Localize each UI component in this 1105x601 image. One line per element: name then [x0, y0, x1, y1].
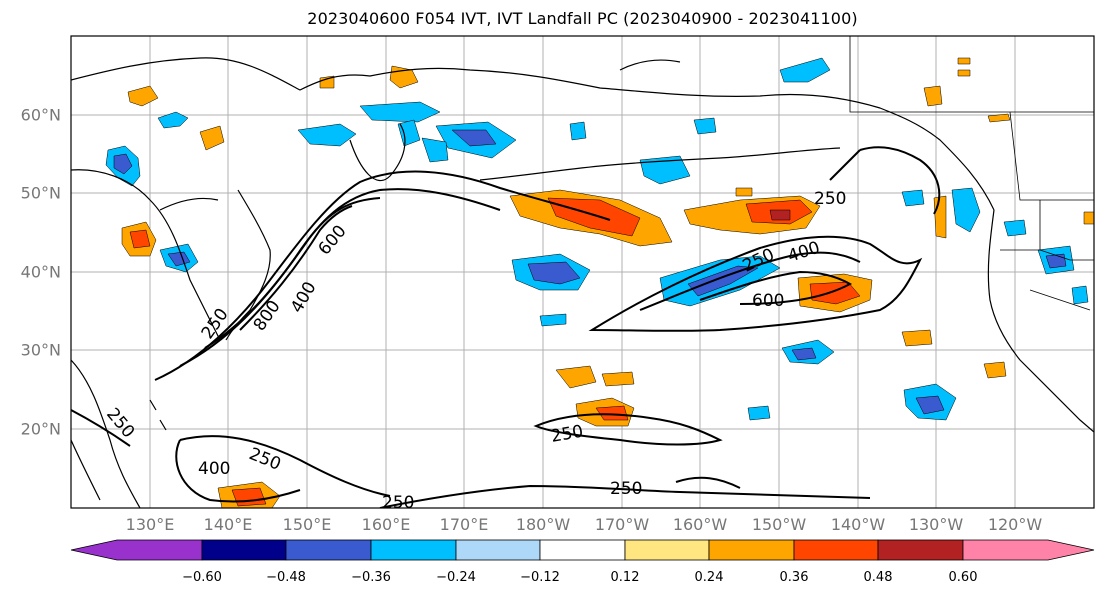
borders	[849, 36, 1094, 311]
colorbar-segment	[793, 539, 879, 561]
lat-tick-label: 20°N	[20, 419, 61, 439]
colorbar-tick-label: −0.36	[351, 570, 391, 585]
contour-label: 250	[610, 479, 642, 499]
lon-tick-label: 140°E	[203, 515, 253, 534]
coastlines	[71, 57, 1094, 508]
lon-tick-label: 120°W	[987, 515, 1043, 534]
colorbar-tick-label: −0.24	[436, 570, 476, 585]
lon-tick-label: 180°W	[515, 515, 571, 534]
lon-tick-label: 130°W	[908, 515, 964, 534]
lat-tick-label: 50°N	[20, 183, 61, 203]
colorbar	[70, 539, 1095, 561]
lat-tick-label: 30°N	[20, 340, 61, 360]
colorbar-tick-label: 0.36	[779, 570, 809, 585]
colorbar-segment	[708, 539, 795, 561]
colorbar-segment	[877, 539, 964, 561]
map-frame	[70, 35, 1095, 509]
colorbar-segment	[539, 539, 626, 561]
colorbar-tick-label: −0.60	[182, 570, 222, 585]
lon-tick-label: 160°W	[672, 515, 728, 534]
contour-label: 250	[814, 189, 846, 209]
colorbar-tick-label: 0.24	[694, 570, 724, 585]
lat-tick-label: 40°N	[20, 262, 61, 282]
contour-label: 400	[198, 459, 230, 479]
lat-tick-label: 60°N	[20, 105, 61, 125]
lon-tick-label: 170°W	[594, 515, 650, 534]
lon-tick-label: 140°W	[830, 515, 886, 534]
ivt-contours	[71, 146, 941, 508]
colorbar-tick-label: 0.12	[610, 570, 640, 585]
contour-label: 250	[382, 493, 414, 513]
colorbar-tick-label: −0.48	[266, 570, 306, 585]
colorbar-tick-label: 0.60	[948, 570, 978, 585]
negative-anomaly-fills	[105, 57, 1089, 421]
colorbar-segment	[285, 539, 372, 561]
colorbar-segment	[201, 539, 287, 561]
colorbar-extend-high	[962, 539, 1095, 561]
positive-anomaly-fills	[121, 57, 1094, 508]
lon-tick-label: 150°E	[282, 515, 332, 534]
colorbar-segment	[455, 539, 541, 561]
colorbar-segment	[624, 539, 710, 561]
lon-tick-label: 150°W	[751, 515, 807, 534]
figure-title: 2023040600 F054 IVT, IVT Landfall PC (20…	[307, 9, 858, 28]
lon-tick-label: 130°E	[125, 515, 175, 534]
lon-tick-label: 170°E	[439, 515, 489, 534]
colorbar-segment	[370, 539, 457, 561]
colorbar-extend-low	[70, 539, 203, 561]
lon-tick-label: 160°E	[361, 515, 411, 534]
contour-label: 600	[752, 291, 784, 311]
colorbar-tick-label: −0.12	[520, 570, 560, 585]
colorbar-tick-label: 0.48	[863, 570, 893, 585]
